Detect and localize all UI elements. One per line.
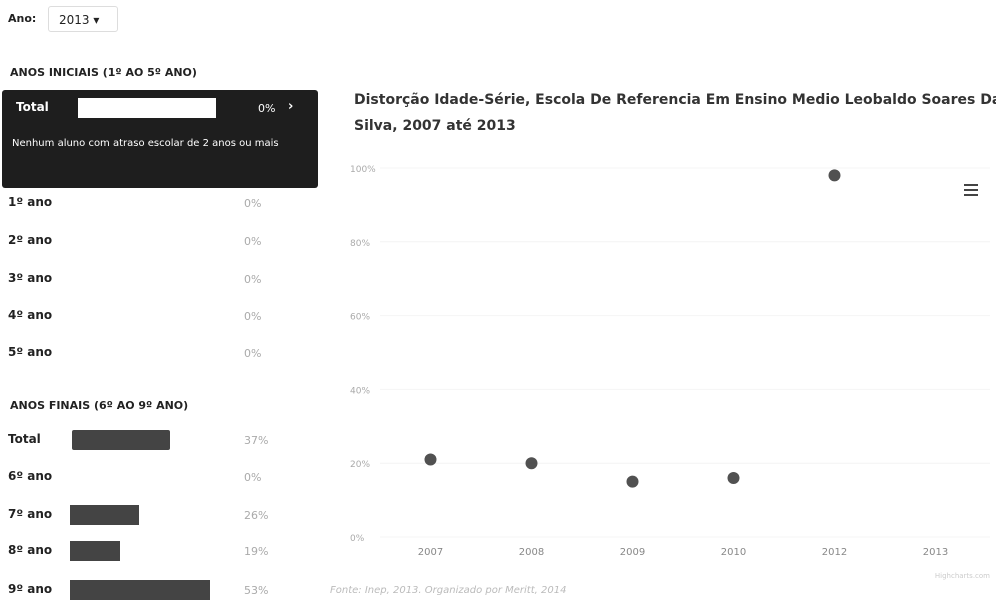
y-tick-label: 100% (350, 165, 376, 175)
row-label: Total (16, 100, 49, 114)
chart-title: Distorção Idade-Série, Escola De Referen… (354, 92, 996, 134)
row-label: 7º ano (8, 507, 53, 521)
y-tick-label: 40% (350, 386, 370, 396)
x-tick-label: 2007 (418, 547, 443, 558)
row-label: 9º ano (8, 582, 53, 596)
row-label: Total (8, 432, 41, 446)
value-label: 0% (244, 347, 262, 360)
bar (70, 505, 139, 525)
credits: Highcharts.com (935, 572, 990, 580)
section-title: ANOS INICIAIS (1º AO 5º ANO) (10, 66, 197, 79)
total-box[interactable]: Total 0% › Nenhum aluno com atraso escolar … (2, 90, 318, 188)
value-label: 0% (244, 310, 262, 323)
bar (72, 430, 171, 450)
value-label: 0% (244, 235, 262, 248)
value-label: 0% (244, 197, 262, 210)
value-label: 53% (244, 584, 269, 597)
year-select[interactable]: 2013 ▾ (48, 6, 118, 32)
value-label: 0% (258, 102, 276, 115)
value-label: 0% (244, 471, 262, 484)
point (828, 169, 841, 182)
point (626, 475, 639, 488)
row-label: 5º ano (8, 345, 53, 359)
filter-label: Ano: (8, 12, 37, 25)
x-tick-label: 2010 (721, 547, 746, 558)
x-tick-label: 2009 (620, 547, 645, 558)
note: Nenhum aluno com atraso escolar de 2 ano… (12, 138, 279, 149)
y-tick-label: 0% (350, 534, 365, 544)
row-label: 4º ano (8, 308, 53, 322)
bar (70, 541, 121, 561)
y-tick-label: 60% (350, 313, 370, 323)
value-label: 19% (244, 545, 269, 558)
select-value: 2013 (59, 13, 90, 27)
row-label: 1º ano (8, 195, 53, 209)
row-label: 6º ano (8, 469, 53, 483)
row-label: 2º ano (8, 233, 53, 247)
x-tick-label: 2012 (822, 547, 847, 558)
point (525, 457, 538, 470)
value-label pct: 37% (244, 434, 269, 447)
menu-icon[interactable] (964, 184, 978, 196)
point (727, 471, 740, 484)
bar-track (78, 98, 216, 118)
row-label: 8º ano (8, 543, 53, 557)
value-label: 0% (244, 273, 262, 286)
bar (70, 580, 211, 600)
row-label: 3º ano (8, 271, 53, 285)
chart: Distorção Idade-Série, Escola De Referen… (330, 92, 996, 596)
point (424, 453, 437, 466)
x-tick-label: 2008 (519, 547, 544, 558)
chevron: › (288, 99, 294, 114)
source: Fonte: Inep, 2013. Organizado por Meritt… (330, 585, 566, 596)
section-title: ANOS FINAIS (6º AO 9º ANO) (10, 399, 189, 412)
y-tick-label: 20% (350, 460, 370, 470)
x-tick-label: 2013 (923, 547, 948, 558)
y-tick-label: 80% (350, 239, 370, 249)
value-label: 26% (244, 509, 269, 522)
